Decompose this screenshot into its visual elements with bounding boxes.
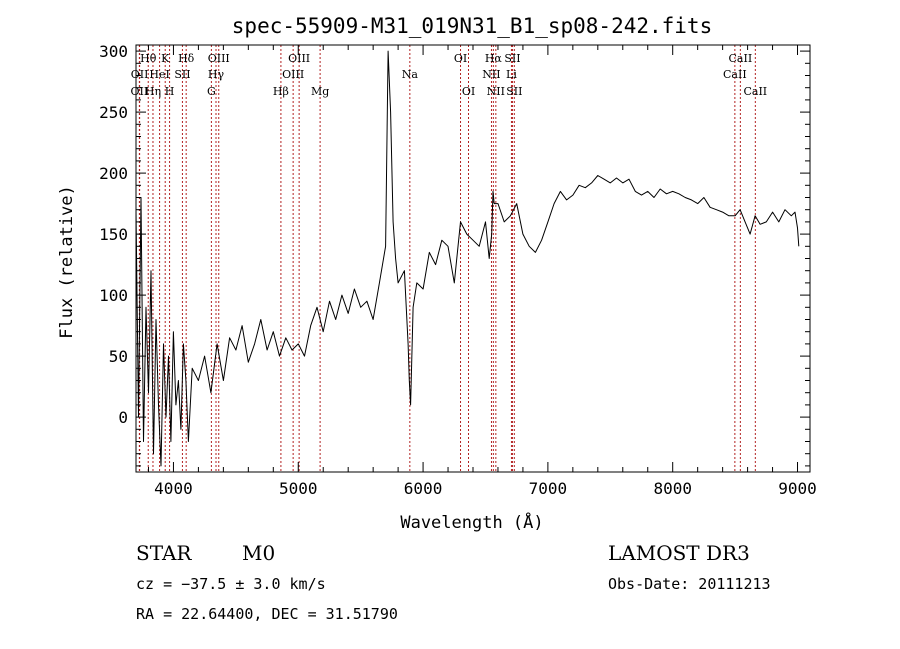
redshift-velocity: cz = −37.5 ± 3.0 km/s xyxy=(136,575,326,593)
object-class: STAR xyxy=(136,541,192,565)
y-axis-label: Flux (relative) xyxy=(57,185,77,339)
y-tick-label: 150 xyxy=(99,225,128,244)
spectral-line-label: SII xyxy=(504,52,520,65)
spectral-line-label: NII xyxy=(482,68,500,81)
spectral-line-label: HeI xyxy=(149,68,169,81)
y-tick-label: 0 xyxy=(118,408,128,427)
x-tick-label: 5000 xyxy=(279,479,318,498)
spectral-line-label: OI xyxy=(462,85,475,98)
y-tick-label: 50 xyxy=(109,347,128,366)
spectral-line-label: Li xyxy=(506,68,517,81)
spectral-line-label: OIII xyxy=(288,52,310,65)
spectral-line-label: Hδ xyxy=(178,52,195,65)
y-axis-ticks: 0 50 100 150 200 250 300 xyxy=(99,42,810,467)
survey-name: LAMOST DR3 xyxy=(608,541,750,565)
spectral-line-label: Hγ xyxy=(208,68,225,81)
spectral-line-label: H xyxy=(165,85,175,98)
x-axis-ticks: 4000 5000 6000 7000 8000 9000 xyxy=(147,45,817,498)
spectral-line-label: Hα xyxy=(485,52,503,65)
x-tick-label: 9000 xyxy=(778,479,817,498)
spectral-line-label: Mg xyxy=(311,85,329,98)
spectral-line-label: SII xyxy=(174,68,190,81)
spectral-line-label: OI xyxy=(454,52,467,65)
spectral-line-label: Hβ xyxy=(273,85,289,98)
spectral-line-labels: OII OII Hθ Hη HeI K H SII Hδ G Hγ OIII Hβ OIII OIII Mg N… xyxy=(131,52,768,98)
spectral-line-label: Hη xyxy=(145,85,161,98)
spectral-line-label: OII xyxy=(131,85,149,98)
spectrum-line xyxy=(135,50,800,467)
observation-date: Obs-Date: 20111213 xyxy=(608,575,771,593)
object-subclass: M0 xyxy=(242,541,275,565)
spectral-line-label: K xyxy=(161,52,170,65)
spectral-line-label: Hθ xyxy=(140,52,157,65)
spectral-line-label: OIII xyxy=(282,68,304,81)
spectral-line-label: CaII xyxy=(723,68,747,81)
x-tick-label: 6000 xyxy=(404,479,443,498)
y-tick-label: 250 xyxy=(99,103,128,122)
x-axis-label: Wavelength (Å) xyxy=(400,511,543,533)
plot-frame xyxy=(135,44,811,473)
spectral-line-label: NII xyxy=(487,85,505,98)
spectral-line-label: OII xyxy=(131,68,149,81)
x-tick-label: 7000 xyxy=(529,479,568,498)
spectral-line-label: CaII xyxy=(743,85,767,98)
spectral-line-label: Na xyxy=(402,68,419,81)
spectral-line-label: OIII xyxy=(208,52,230,65)
chart-title: spec-55909-M31_019N31_B1_sp08-242.fits xyxy=(232,14,712,38)
y-tick-label: 300 xyxy=(99,42,128,61)
spectral-line-label: SII xyxy=(506,85,522,98)
spectral-line-markers xyxy=(138,45,756,472)
x-tick-label: 8000 xyxy=(653,479,692,498)
y-tick-label: 100 xyxy=(99,286,128,305)
coordinates: RA = 22.64400, DEC = 31.51790 xyxy=(136,605,398,623)
x-tick-label: 4000 xyxy=(154,479,193,498)
y-tick-label: 200 xyxy=(99,164,128,183)
spectral-line-label: CaII xyxy=(729,52,753,65)
spectral-line-label: G xyxy=(207,85,216,98)
